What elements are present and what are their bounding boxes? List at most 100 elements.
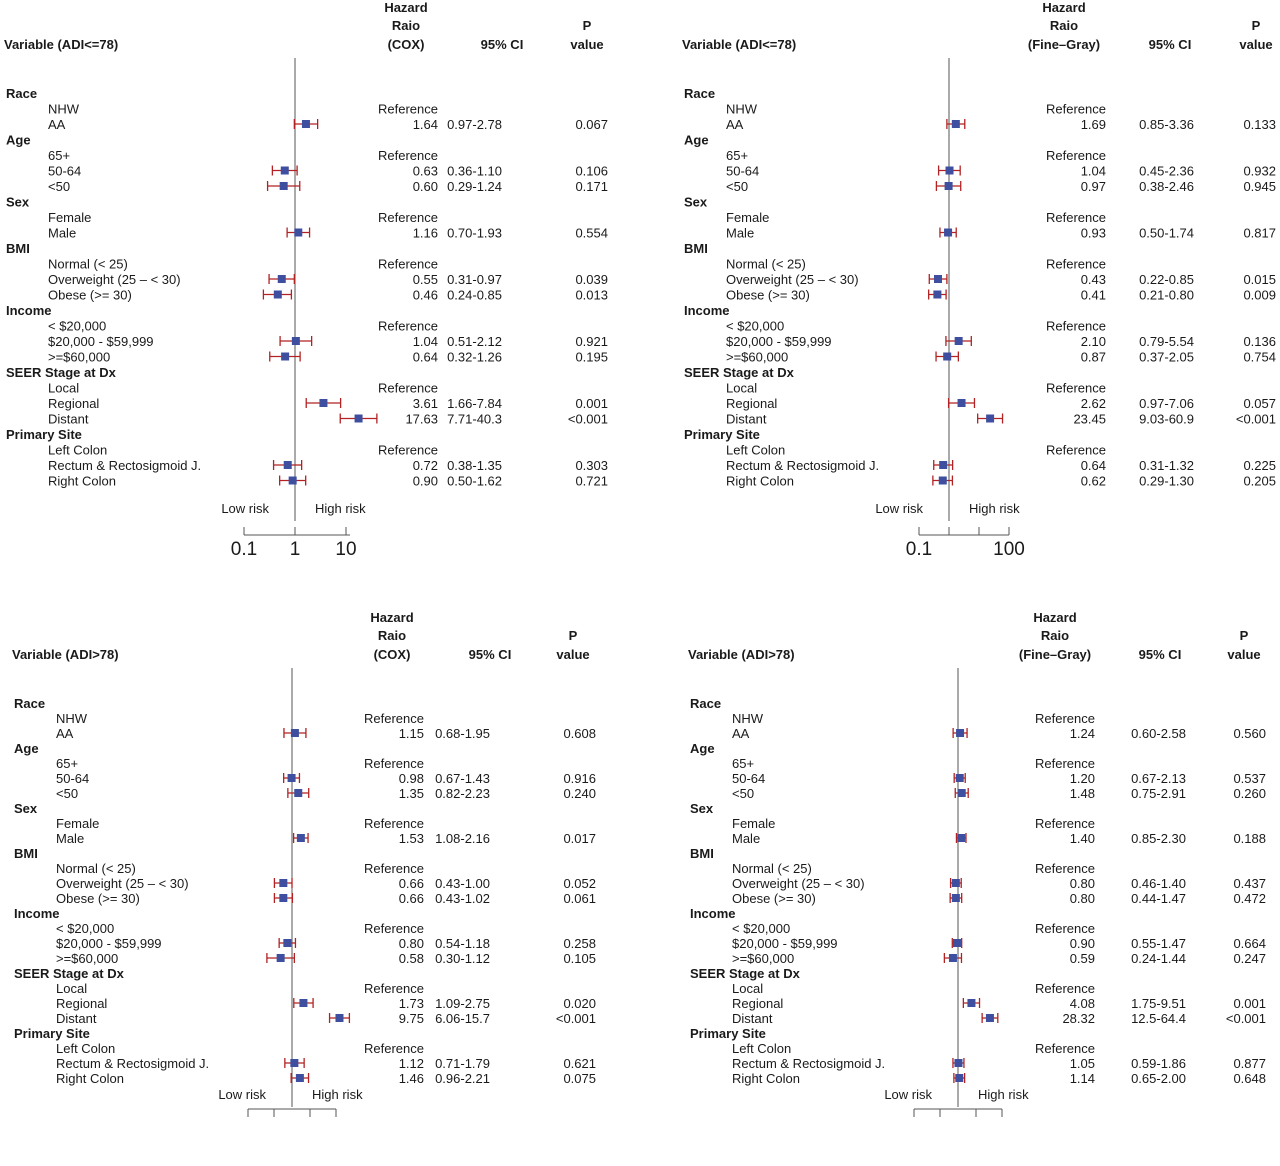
hazard-ratio-value: 0.80 — [1070, 891, 1095, 906]
row-label: Local — [48, 381, 79, 396]
ci-value: 1.75-9.51 — [1131, 996, 1186, 1011]
row-label: 50-64 — [726, 164, 759, 179]
group-label: SEER Stage at Dx — [14, 966, 125, 981]
row-label: Overweight (25 – < 30) — [56, 876, 189, 891]
ci-value: 0.43-1.00 — [435, 876, 490, 891]
hazard-ratio-point — [986, 414, 995, 423]
hazard-ratio-value: 1.16 — [413, 226, 438, 241]
row-label: Distant — [48, 412, 89, 427]
row-label: Male — [56, 831, 84, 846]
p-value: 0.067 — [575, 117, 608, 132]
hazard-ratio-value: Reference — [1035, 711, 1095, 726]
ci-value: 0.50-1.74 — [1139, 226, 1194, 241]
hazard-ratio-value: Reference — [1035, 921, 1095, 936]
row-label: Distant — [732, 1011, 773, 1026]
hazard-ratio-point — [957, 399, 966, 407]
hazard-ratio-header: Raio — [378, 628, 406, 643]
hazard-ratio-value: Reference — [378, 381, 438, 396]
ci-value: 0.45-2.36 — [1139, 164, 1194, 179]
hazard-ratio-point — [955, 1074, 964, 1082]
low-risk-label: Low risk — [884, 1087, 932, 1102]
hazard-ratio-header: Raio — [1050, 18, 1078, 33]
hazard-ratio-point — [951, 879, 960, 887]
row-label: $20,000 - $59,999 — [732, 936, 838, 951]
ci-header: 95% CI — [469, 647, 512, 662]
hazard-ratio-value: 1.64 — [413, 117, 438, 132]
row-label: < $20,000 — [732, 921, 790, 936]
group-label: Income — [6, 303, 52, 318]
p-value: 0.621 — [563, 1056, 596, 1071]
hazard-ratio-point — [295, 1074, 304, 1082]
group-label: BMI — [684, 241, 708, 256]
row-label: 50-64 — [48, 164, 81, 179]
ci-value: 0.29-1.30 — [1139, 474, 1194, 489]
hazard-ratio-point — [288, 476, 297, 485]
ci-value: 0.37-2.05 — [1139, 350, 1194, 365]
hazard-ratio-value: Reference — [364, 921, 424, 936]
group-label: SEER Stage at Dx — [684, 365, 795, 380]
hazard-ratio-value: Reference — [1046, 210, 1106, 225]
ci-value: 0.65-2.00 — [1131, 1071, 1186, 1086]
row-label: <50 — [732, 786, 754, 801]
hazard-ratio-value: Reference — [378, 257, 438, 272]
row-label: Distant — [726, 412, 767, 427]
hazard-ratio-point — [945, 166, 954, 175]
group-label: Race — [690, 696, 721, 711]
hazard-ratio-value: 0.59 — [1070, 951, 1095, 966]
hazard-ratio-value: 0.87 — [1081, 350, 1106, 365]
forest-plot-svg: Variable (ADI<=78) Hazard Raio (COX) 95% CI P… — [4, 0, 608, 560]
hazard-ratio-value: 0.80 — [399, 936, 424, 951]
ci-value: 0.59-1.86 — [1131, 1056, 1186, 1071]
ci-value: 0.38-2.46 — [1139, 179, 1194, 194]
hazard-ratio-value: 1.14 — [1070, 1071, 1095, 1086]
hazard-ratio-value: 1.69 — [1081, 117, 1106, 132]
hazard-ratio-point — [955, 774, 964, 782]
row-label: < $20,000 — [48, 319, 106, 334]
hazard-ratio-value: Reference — [378, 210, 438, 225]
hazard-ratio-point — [957, 834, 966, 842]
hazard-ratio-point — [294, 789, 303, 797]
p-value: 0.075 — [563, 1071, 596, 1086]
hazard-ratio-value: 1.40 — [1070, 831, 1095, 846]
hazard-ratio-value: 0.66 — [399, 876, 424, 891]
hazard-ratio-point — [290, 1059, 299, 1067]
ci-value: 12.5-64.4 — [1131, 1011, 1186, 1026]
group-label: BMI — [14, 846, 38, 861]
row-label: Overweight (25 – < 30) — [732, 876, 865, 891]
hazard-ratio-value: 1.04 — [1081, 164, 1106, 179]
ci-value: 1.09-2.75 — [435, 996, 490, 1011]
hazard-ratio-header: (COX) — [388, 37, 425, 52]
hazard-ratio-point — [957, 789, 966, 797]
hazard-ratio-point — [985, 1014, 994, 1022]
row-label: Right Colon — [48, 474, 116, 489]
group-label: Primary Site — [14, 1026, 90, 1041]
row-label: Rectum & Rectosigmoid J. — [726, 458, 879, 473]
high-risk-label: High risk — [969, 501, 1020, 516]
hazard-ratio-value: Reference — [1046, 443, 1106, 458]
hazard-ratio-value: 0.90 — [1070, 936, 1095, 951]
p-value: 0.061 — [563, 891, 596, 906]
hazard-ratio-point — [943, 352, 952, 361]
row-label: 65+ — [726, 148, 748, 163]
hazard-ratio-value: Reference — [364, 711, 424, 726]
row-label: $20,000 - $59,999 — [48, 334, 154, 349]
p-value: 0.932 — [1243, 164, 1276, 179]
p-value: <0.001 — [556, 1011, 596, 1026]
hazard-ratio-value: 1.73 — [399, 996, 424, 1011]
hazard-ratio-point — [938, 476, 947, 485]
hazard-ratio-point — [934, 275, 943, 283]
ci-value: 0.44-1.47 — [1131, 891, 1186, 906]
row-label: Male — [48, 226, 76, 241]
ci-value: 0.46-1.40 — [1131, 876, 1186, 891]
row-label: NHW — [48, 102, 80, 117]
hazard-ratio-value: Reference — [364, 816, 424, 831]
row-label: $20,000 - $59,999 — [56, 936, 162, 951]
row-label: Obese (>= 30) — [56, 891, 140, 906]
ci-value: 7.71-40.3 — [447, 412, 502, 427]
ci-value: 0.50-1.62 — [447, 474, 502, 489]
row-label: Right Colon — [726, 474, 794, 489]
group-label: Income — [14, 906, 60, 921]
ci-value: 0.60-2.58 — [1131, 726, 1186, 741]
high-risk-label: High risk — [315, 501, 366, 516]
p-value: 0.039 — [575, 272, 608, 287]
